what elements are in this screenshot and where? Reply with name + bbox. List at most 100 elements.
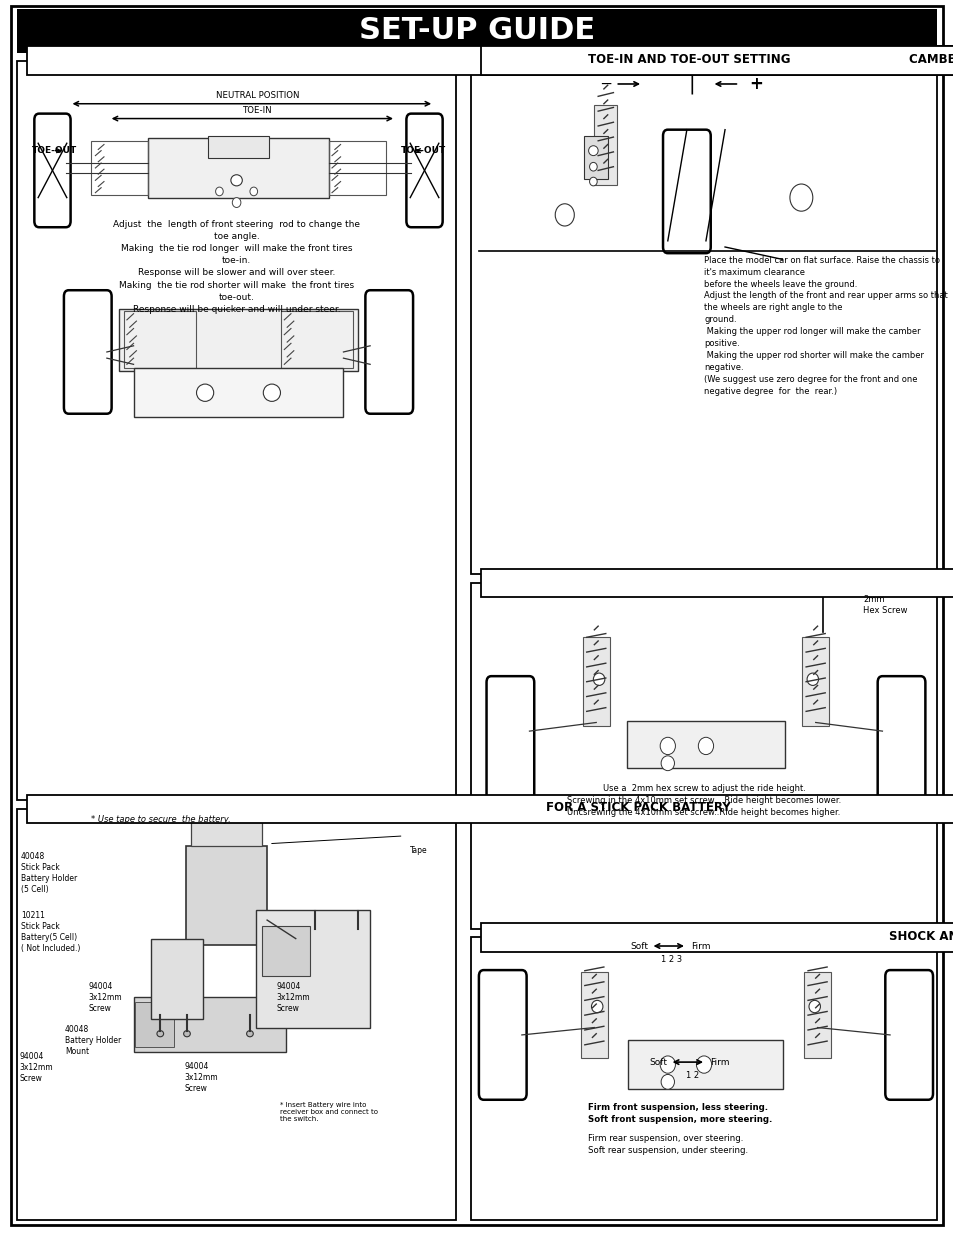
Ellipse shape — [698, 737, 713, 755]
Text: TOE-IN: TOE-IN — [242, 106, 273, 115]
Text: Tape: Tape — [410, 846, 427, 855]
Ellipse shape — [196, 384, 213, 401]
Text: +: + — [748, 75, 762, 93]
Ellipse shape — [660, 1074, 674, 1089]
Bar — [583, 136, 607, 179]
Text: 94004
3x12mm
Screw: 94004 3x12mm Screw — [276, 982, 310, 1013]
Ellipse shape — [589, 178, 597, 186]
Text: Soft: Soft — [649, 1057, 667, 1067]
Text: SHOCK ANGLE SETTING: SHOCK ANGLE SETTING — [888, 930, 953, 942]
Text: SET-UP GUIDE: SET-UP GUIDE — [358, 16, 595, 46]
Ellipse shape — [808, 1000, 820, 1013]
Ellipse shape — [806, 673, 818, 685]
FancyBboxPatch shape — [884, 971, 932, 1100]
Text: * Use tape to secure  the battery.: * Use tape to secure the battery. — [91, 815, 230, 824]
Bar — [594, 105, 617, 185]
Bar — [151, 939, 203, 1019]
Bar — [627, 1040, 782, 1089]
Bar — [480, 924, 953, 951]
Text: 40048
Battery Holder
Mount: 40048 Battery Holder Mount — [65, 1025, 121, 1056]
Text: Firm front suspension, less steering.
Soft front suspension, more steering.: Firm front suspension, less steering. So… — [587, 1103, 771, 1124]
Bar — [135, 1002, 173, 1047]
Text: Firm: Firm — [709, 1057, 728, 1067]
Text: NEUTRAL POSITION: NEUTRAL POSITION — [215, 91, 299, 100]
Ellipse shape — [593, 673, 604, 685]
Bar — [803, 972, 830, 1058]
Text: 10211
Stick Pack
Battery(5 Cell)
( Not Included.): 10211 Stick Pack Battery(5 Cell) ( Not I… — [21, 911, 80, 953]
Ellipse shape — [215, 186, 223, 195]
Bar — [119, 309, 357, 370]
Bar — [480, 47, 953, 74]
Text: Place the model car on flat surface. Raise the chassis to it's maximum clearance: Place the model car on flat surface. Rai… — [703, 256, 947, 396]
Bar — [801, 637, 828, 726]
Ellipse shape — [789, 184, 812, 211]
Bar — [471, 937, 936, 1220]
Ellipse shape — [589, 162, 597, 170]
FancyBboxPatch shape — [64, 290, 112, 414]
Text: 1 2: 1 2 — [685, 1071, 699, 1079]
Text: Firm: Firm — [690, 941, 709, 951]
Bar — [255, 910, 370, 1028]
FancyBboxPatch shape — [486, 677, 534, 805]
Text: 94004
3x12mm
Screw: 94004 3x12mm Screw — [89, 982, 122, 1013]
Bar — [27, 795, 953, 824]
Ellipse shape — [591, 1000, 602, 1013]
Text: 2mm
Hex Screw: 2mm Hex Screw — [862, 595, 907, 615]
Ellipse shape — [588, 146, 598, 156]
Text: 94004
3x12mm
Screw: 94004 3x12mm Screw — [19, 1052, 52, 1083]
FancyBboxPatch shape — [365, 290, 413, 414]
Bar — [471, 61, 936, 574]
Bar — [17, 809, 456, 1220]
Bar — [27, 47, 953, 74]
Ellipse shape — [231, 175, 242, 185]
Text: 40048
Stick Pack
Battery Holder
(5 Cell): 40048 Stick Pack Battery Holder (5 Cell) — [21, 852, 77, 894]
Bar — [580, 972, 607, 1058]
Bar — [191, 821, 262, 846]
Text: 94004
3x12mm
Screw: 94004 3x12mm Screw — [184, 1062, 217, 1093]
Ellipse shape — [183, 1030, 190, 1037]
Ellipse shape — [250, 186, 257, 195]
Text: |: | — [688, 74, 694, 94]
Bar — [262, 926, 310, 976]
Bar — [582, 637, 609, 726]
Text: TOE-IN AND TOE-OUT SETTING: TOE-IN AND TOE-OUT SETTING — [587, 53, 789, 65]
FancyBboxPatch shape — [406, 114, 442, 227]
Bar — [186, 846, 267, 945]
Text: * Insert Battery wire into
receiver box and connect to
the switch.: * Insert Battery wire into receiver box … — [279, 1102, 377, 1123]
Ellipse shape — [659, 1056, 675, 1073]
Text: Soft: Soft — [630, 941, 648, 951]
Text: FOR A STICK PACK BATTERY: FOR A STICK PACK BATTERY — [546, 802, 730, 814]
Bar — [17, 61, 456, 800]
Bar — [626, 721, 784, 768]
Bar — [148, 138, 329, 198]
Bar — [124, 311, 195, 368]
Bar — [133, 368, 343, 417]
Ellipse shape — [696, 1056, 711, 1073]
Bar — [133, 997, 286, 1052]
Bar — [329, 141, 386, 195]
Ellipse shape — [263, 384, 280, 401]
Ellipse shape — [555, 204, 574, 226]
Bar — [471, 583, 936, 929]
Ellipse shape — [659, 737, 675, 755]
Bar — [91, 141, 148, 195]
Text: Firm rear suspension, over steering.
Soft rear suspension, under steering.: Firm rear suspension, over steering. Sof… — [587, 1134, 747, 1155]
Text: 1 2 3: 1 2 3 — [660, 955, 681, 963]
Text: Use a  2mm hex screw to adjust the ride height.
Screwing in the 4x10mm set screw: Use a 2mm hex screw to adjust the ride h… — [566, 784, 841, 818]
Bar — [17, 9, 936, 53]
Text: TOE-OUT: TOE-OUT — [31, 146, 76, 156]
FancyBboxPatch shape — [478, 971, 526, 1100]
Text: Adjust  the  length of front steering  rod to change the
toe angle.
Making  the : Adjust the length of front steering rod … — [113, 220, 359, 314]
Ellipse shape — [246, 1030, 253, 1037]
Ellipse shape — [156, 1030, 164, 1037]
Bar — [480, 568, 953, 597]
Bar — [208, 136, 269, 158]
Ellipse shape — [232, 198, 240, 207]
Text: TOE-OUT: TOE-OUT — [401, 146, 446, 156]
Bar — [281, 311, 353, 368]
FancyBboxPatch shape — [34, 114, 71, 227]
Text: ─: ─ — [600, 77, 610, 91]
Ellipse shape — [660, 756, 674, 771]
FancyBboxPatch shape — [662, 130, 710, 253]
Text: CAMBER ANGLE SETTING: CAMBER ANGLE SETTING — [908, 53, 953, 65]
